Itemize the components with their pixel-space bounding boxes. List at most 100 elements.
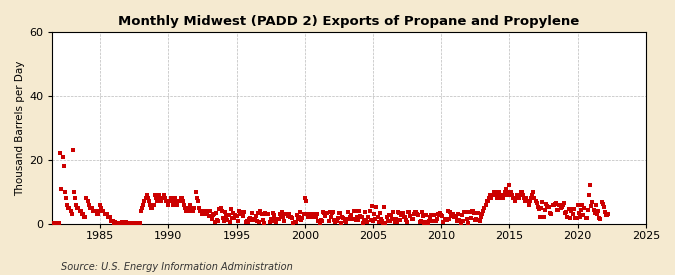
Point bbox=[187, 209, 198, 213]
Point bbox=[220, 210, 231, 214]
Point bbox=[240, 220, 251, 224]
Point bbox=[420, 220, 431, 224]
Point bbox=[322, 211, 333, 216]
Point bbox=[558, 203, 568, 207]
Point bbox=[400, 215, 410, 219]
Point bbox=[495, 193, 506, 197]
Point bbox=[304, 215, 315, 220]
Point bbox=[219, 219, 230, 223]
Point bbox=[231, 214, 242, 219]
Point bbox=[539, 208, 550, 212]
Point bbox=[593, 209, 603, 213]
Point bbox=[583, 207, 593, 212]
Point bbox=[580, 215, 591, 220]
Point bbox=[197, 212, 208, 216]
Point bbox=[104, 215, 115, 220]
Point bbox=[570, 216, 580, 221]
Point bbox=[563, 207, 574, 211]
Point bbox=[362, 219, 373, 224]
Point bbox=[114, 221, 125, 226]
Point bbox=[149, 193, 160, 197]
Point bbox=[287, 216, 298, 220]
Point bbox=[380, 221, 391, 226]
Point bbox=[603, 212, 614, 216]
Point bbox=[390, 217, 401, 221]
Point bbox=[541, 204, 552, 208]
Point bbox=[389, 219, 400, 224]
Point bbox=[63, 206, 74, 210]
Point bbox=[470, 218, 481, 222]
Point bbox=[422, 221, 433, 226]
Point bbox=[599, 205, 610, 209]
Point bbox=[441, 218, 452, 223]
Point bbox=[252, 211, 263, 216]
Point bbox=[142, 196, 153, 200]
Point bbox=[169, 196, 180, 200]
Point bbox=[213, 219, 223, 224]
Point bbox=[97, 209, 108, 213]
Point bbox=[248, 216, 259, 221]
Point bbox=[140, 196, 151, 200]
Point bbox=[526, 193, 537, 197]
Point bbox=[153, 196, 163, 200]
Point bbox=[112, 221, 123, 225]
Point bbox=[486, 196, 497, 200]
Point bbox=[491, 196, 502, 200]
Point bbox=[274, 212, 285, 216]
Point bbox=[320, 213, 331, 218]
Point bbox=[199, 209, 210, 213]
Point bbox=[578, 213, 589, 218]
Point bbox=[297, 216, 308, 220]
Point bbox=[271, 220, 281, 224]
Point bbox=[51, 221, 62, 226]
Point bbox=[328, 210, 339, 214]
Point bbox=[541, 201, 551, 206]
Point bbox=[512, 193, 522, 197]
Point bbox=[521, 196, 532, 200]
Point bbox=[148, 202, 159, 207]
Point bbox=[377, 219, 387, 223]
Point bbox=[476, 214, 487, 219]
Point bbox=[79, 215, 90, 220]
Point bbox=[184, 202, 195, 207]
Point bbox=[288, 220, 299, 225]
Point bbox=[181, 209, 192, 213]
Point bbox=[364, 209, 375, 213]
Point bbox=[70, 196, 80, 200]
Point bbox=[215, 206, 226, 210]
Point bbox=[497, 196, 508, 200]
Point bbox=[395, 218, 406, 222]
Point bbox=[418, 214, 429, 218]
Point bbox=[477, 212, 487, 216]
Point bbox=[207, 213, 218, 217]
Point bbox=[339, 219, 350, 223]
Y-axis label: Thousand Barrels per Day: Thousand Barrels per Day bbox=[15, 60, 25, 196]
Point bbox=[439, 217, 450, 221]
Point bbox=[83, 202, 94, 207]
Point bbox=[581, 216, 592, 220]
Point bbox=[494, 190, 505, 194]
Point bbox=[119, 221, 130, 226]
Point bbox=[55, 151, 65, 156]
Point bbox=[178, 199, 188, 204]
Point bbox=[95, 202, 105, 207]
Point bbox=[440, 218, 451, 222]
Point bbox=[57, 155, 68, 159]
Point bbox=[331, 218, 342, 223]
Point bbox=[472, 211, 483, 215]
Point bbox=[134, 221, 145, 226]
Point bbox=[466, 209, 477, 214]
Point bbox=[190, 190, 201, 194]
Point bbox=[61, 202, 72, 207]
Point bbox=[179, 202, 190, 207]
Point bbox=[212, 218, 223, 222]
Point bbox=[174, 199, 185, 204]
Point bbox=[403, 210, 414, 214]
Point bbox=[217, 216, 228, 220]
Point bbox=[534, 207, 545, 211]
Point bbox=[89, 209, 100, 213]
Point bbox=[230, 213, 241, 217]
Point bbox=[227, 216, 238, 221]
Point bbox=[464, 210, 475, 214]
Point bbox=[386, 213, 397, 217]
